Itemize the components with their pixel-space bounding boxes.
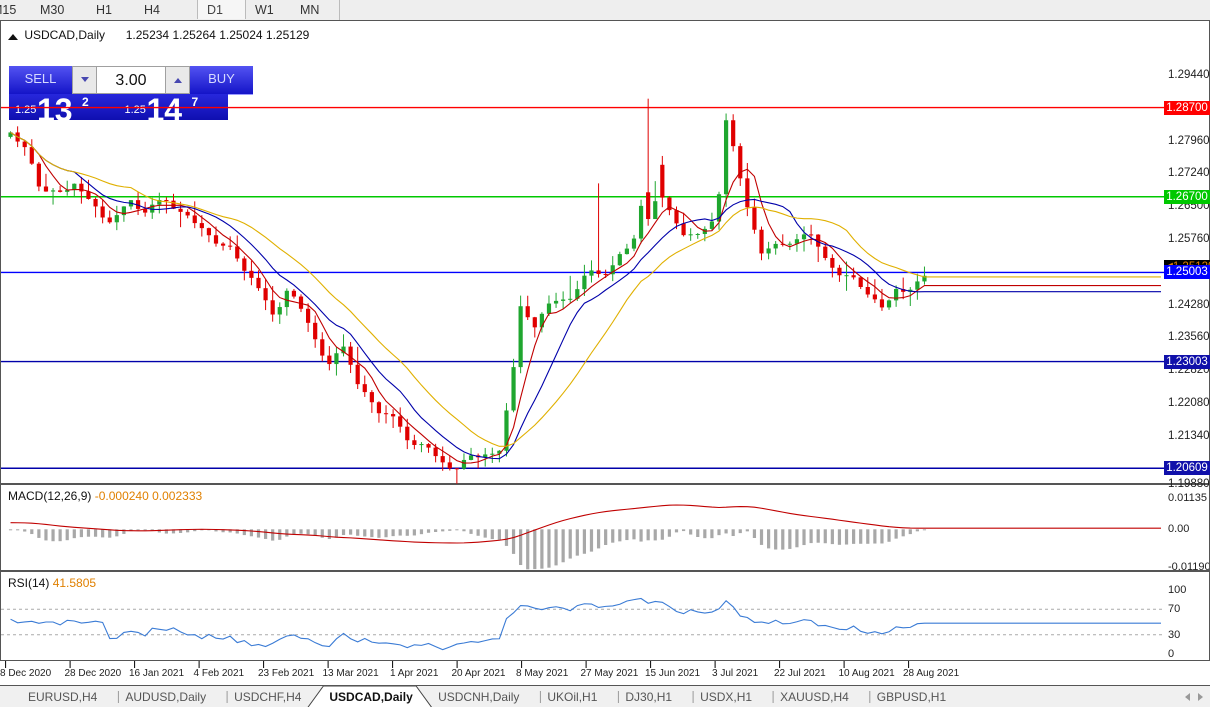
svg-text:DJ30,H1: DJ30,H1 bbox=[625, 690, 672, 704]
svg-text:USDCAD,Daily: USDCAD,Daily bbox=[329, 690, 413, 704]
svg-text:USDCHF,H4: USDCHF,H4 bbox=[234, 690, 302, 704]
svg-text:EURUSD,H4: EURUSD,H4 bbox=[28, 690, 98, 704]
svg-text:AUDUSD,Daily: AUDUSD,Daily bbox=[125, 690, 206, 704]
svg-text:XAUUSD,H4: XAUUSD,H4 bbox=[780, 690, 849, 704]
svg-text:USDX,H1: USDX,H1 bbox=[700, 690, 752, 704]
svg-text:USDCNH,Daily: USDCNH,Daily bbox=[438, 690, 519, 704]
svg-text:UKOil,H1: UKOil,H1 bbox=[547, 690, 597, 704]
svg-text:GBPUSD,H1: GBPUSD,H1 bbox=[877, 690, 947, 704]
